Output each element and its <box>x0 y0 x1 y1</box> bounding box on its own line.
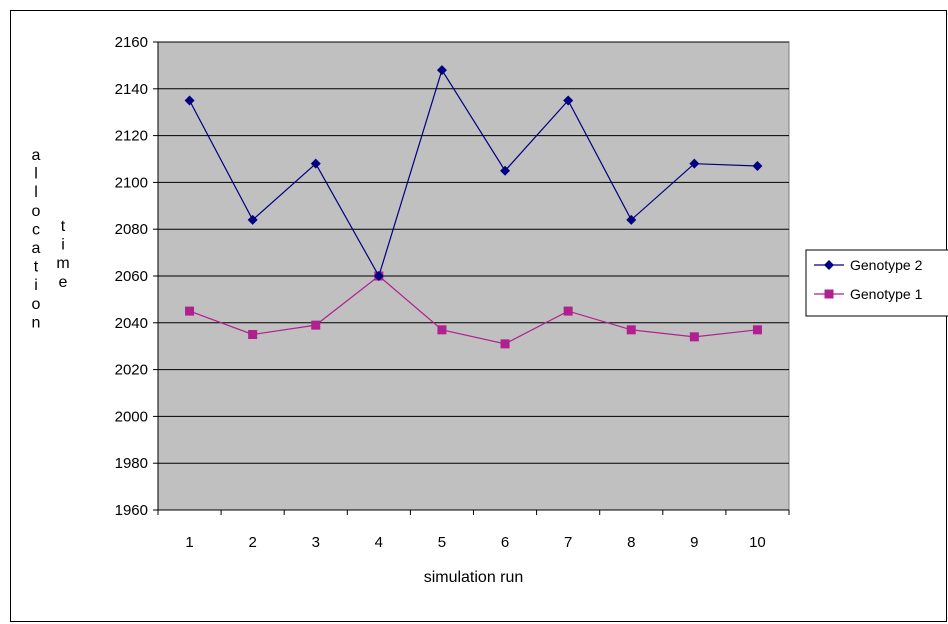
legend-item: Genotype 1 <box>814 286 923 302</box>
x-tick-label: 8 <box>627 534 635 551</box>
data-point <box>824 289 834 299</box>
x-tick-label: 9 <box>690 534 698 551</box>
y-tick-label: 2100 <box>115 174 148 191</box>
y-tick-label: 2080 <box>115 221 148 238</box>
y-tick-label: 2060 <box>115 268 148 285</box>
data-point <box>311 320 321 330</box>
y-tick-label: 2160 <box>115 34 148 51</box>
data-point <box>563 95 574 106</box>
y-tick-label: 2000 <box>115 408 148 425</box>
x-tick-label: 7 <box>564 534 572 551</box>
data-point <box>247 214 258 225</box>
x-tick-label: 5 <box>438 534 446 551</box>
data-point <box>248 330 258 339</box>
series-line <box>189 68 758 278</box>
x-tick-label: 3 <box>312 534 320 551</box>
x-tick-label: 4 <box>375 534 383 551</box>
y-tick-label: 1980 <box>115 455 148 472</box>
y-tick-label: 2040 <box>115 315 148 332</box>
legend-label: Genotype 2 <box>850 257 923 273</box>
data-point <box>626 325 636 335</box>
data-point <box>184 95 195 106</box>
x-tick-label: 6 <box>501 534 509 551</box>
y-tick-label: 2020 <box>115 362 148 379</box>
y-tick-label: 1960 <box>115 502 148 519</box>
x-axis-title: simulation run <box>424 569 524 586</box>
legend-label: Genotype 1 <box>850 286 923 302</box>
x-tick-label: 1 <box>185 534 193 551</box>
y-tick-label: 2140 <box>115 81 148 98</box>
data-point <box>500 339 510 349</box>
data-point <box>752 161 763 172</box>
data-point <box>500 165 511 176</box>
data-point <box>310 158 321 169</box>
legend-item: Genotype 2 <box>814 257 923 273</box>
data-point <box>689 158 700 169</box>
data-point <box>185 306 195 316</box>
data-point <box>752 325 762 335</box>
legend: Genotype 2 Genotype 1 <box>805 249 948 317</box>
x-tick-label: 10 <box>749 534 766 551</box>
data-point <box>626 214 637 225</box>
data-point <box>436 65 447 76</box>
y-tick-label: 2120 <box>115 128 148 145</box>
series-line <box>189 275 758 345</box>
data-point <box>563 306 573 316</box>
x-tick-label: 2 <box>248 534 256 551</box>
data-point <box>824 260 834 270</box>
series-genotype-2 <box>184 65 763 281</box>
data-point <box>373 271 384 281</box>
data-point <box>689 332 699 342</box>
data-point <box>437 325 447 335</box>
